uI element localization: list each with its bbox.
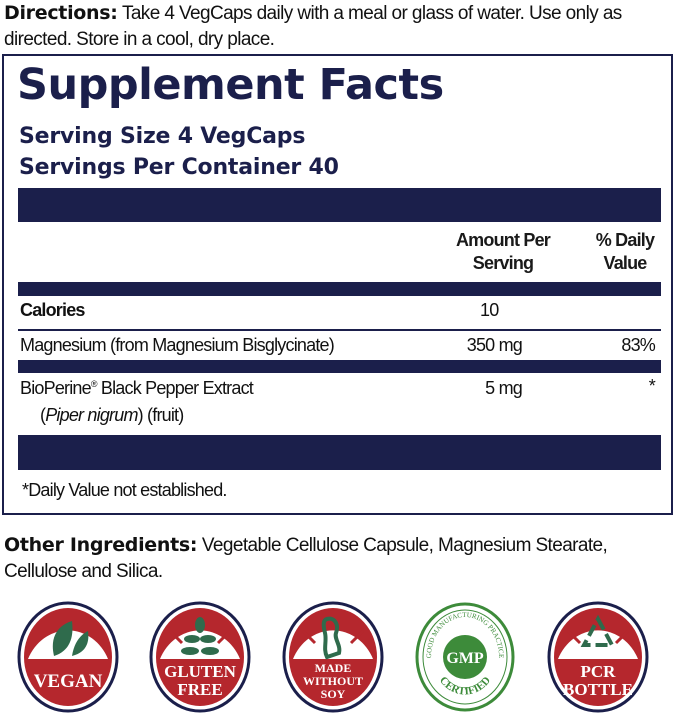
divider-bar — [18, 188, 661, 222]
recycle-icon — [580, 614, 616, 647]
gmp-certified-badge: GMP GOOD MANUFACTURING PRACTICE CERTIFIE… — [415, 602, 515, 712]
footnote: *Daily Value not established. — [22, 480, 227, 500]
row-amount-bioperine: 5 mg — [485, 378, 523, 398]
svg-text:CERTIFIED: CERTIFIED — [437, 674, 493, 697]
vegan-badge: VEGAN — [17, 601, 119, 713]
row-dv-bioperine: * — [648, 376, 656, 396]
amount-per-serving-header: Amount Per Serving — [455, 230, 551, 273]
badge-label: MADE — [315, 661, 352, 675]
daily-value-header: % Daily Value — [595, 230, 655, 273]
page-title: Supplement Facts — [17, 60, 444, 110]
gluten-free-badge: GLUTEN FREE — [149, 601, 251, 713]
leaf-icon — [52, 621, 89, 656]
other-ingredients: Other Ingredients: Vegetable Cellulose C… — [4, 532, 676, 585]
servings-per-container: Servings Per Container 40 — [19, 155, 339, 180]
directions-body: Take 4 VegCaps daily with a meal or glas… — [4, 3, 622, 50]
made-without-soy-badge: MADE WITHOUT SOY — [282, 601, 384, 713]
row-name-bioperine: BioPerine® Black Pepper Extract — [20, 378, 254, 398]
row-amount-calories: 10 — [480, 300, 499, 320]
directions-text: Directions: Take 4 VegCaps daily with a … — [4, 0, 676, 53]
gmp-seal-icon — [443, 635, 487, 679]
divider-bar — [18, 282, 661, 296]
divider-line — [18, 329, 661, 331]
divider-bar — [18, 360, 661, 373]
badge-label: GLUTEN — [164, 662, 237, 681]
badge-label: WITHOUT — [303, 674, 363, 688]
badge-label: BOTTLE — [563, 680, 633, 699]
divider-bar — [18, 435, 661, 470]
badge-label: FREE — [177, 680, 222, 699]
other-ingredients-label: Other Ingredients: — [4, 534, 198, 556]
other-ingredients-body: Vegetable Cellulose Capsule, Magnesium S… — [4, 535, 608, 582]
soybean-icon — [321, 616, 342, 660]
serving-size: Serving Size 4 VegCaps — [19, 124, 306, 149]
badge-label: SOY — [321, 687, 346, 701]
supplement-facts-panel — [2, 54, 673, 515]
row-sub-bioperine: (Piper nigrum) (fruit) — [40, 405, 184, 425]
row-amount-magnesium: 350 mg — [466, 335, 523, 355]
row-name-magnesium: Magnesium (from Magnesium Bisglycinate) — [20, 335, 335, 355]
badge-label: GMP — [446, 650, 484, 667]
row-name-calories: Calories — [20, 300, 85, 320]
badge-label: VEGAN — [34, 671, 103, 692]
pcr-bottle-badge: PCR BOTTLE — [547, 601, 649, 713]
badge-label: PCR — [581, 662, 617, 681]
row-dv-magnesium: 83% — [621, 335, 655, 355]
wheat-icon — [181, 617, 219, 655]
directions-label: Directions: — [4, 2, 118, 24]
